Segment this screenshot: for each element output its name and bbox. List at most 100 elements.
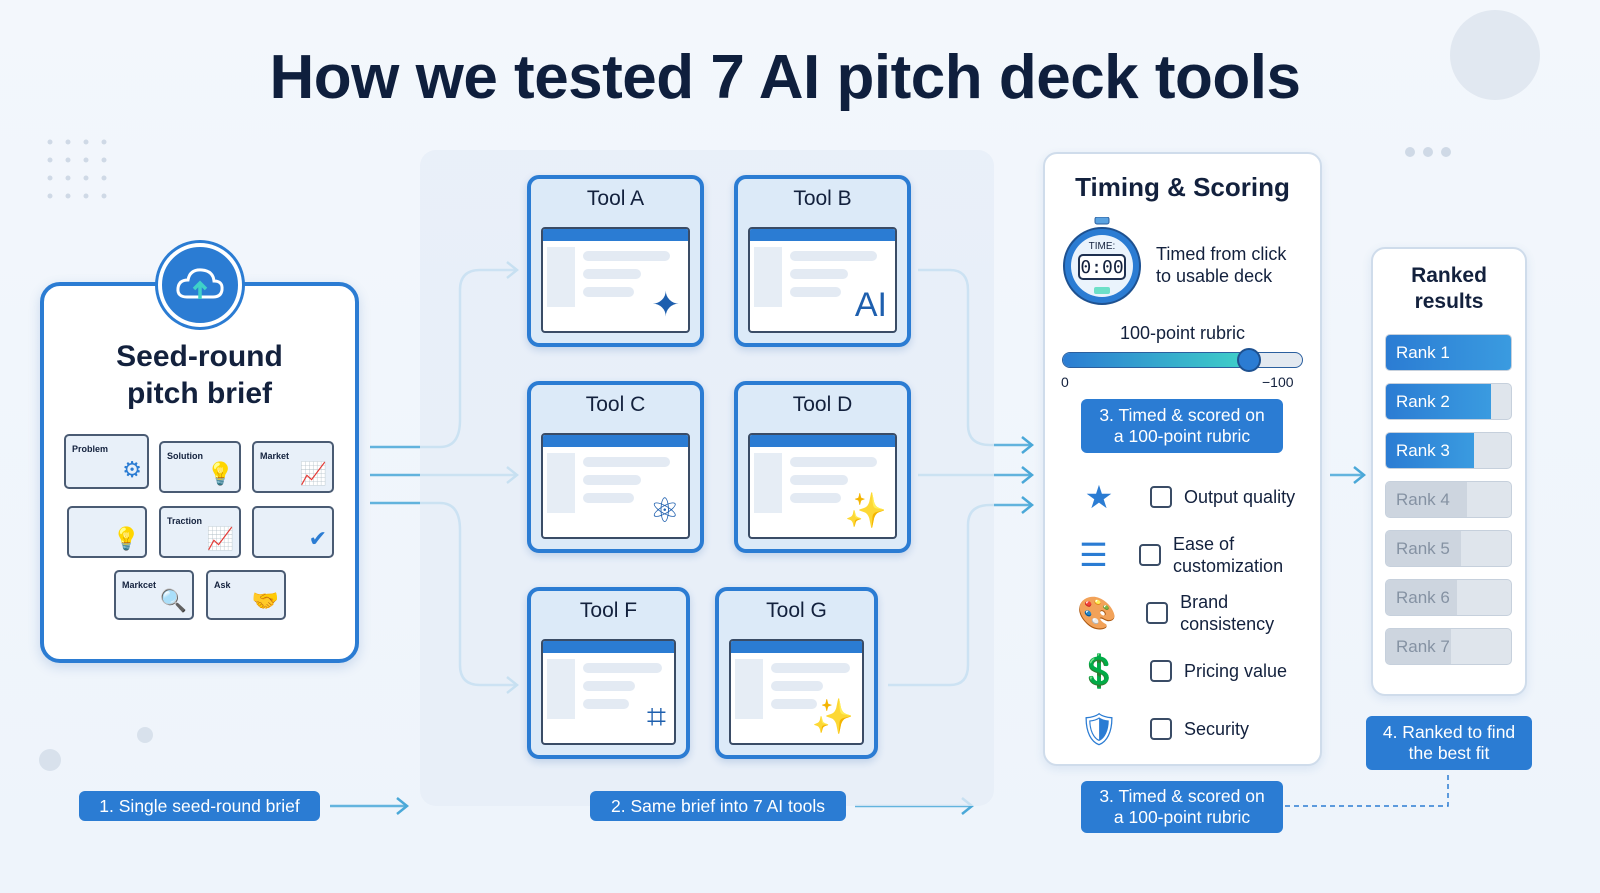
slide-icon: ✔ <box>308 526 327 551</box>
ranked-title-line: Ranked <box>1411 264 1487 287</box>
magic-wand-icon: ✨ <box>844 492 887 530</box>
brief-title: Seed-round pitch brief <box>40 338 359 412</box>
tool-card[interactable]: Tool C ⚛ <box>527 381 704 553</box>
content-line <box>790 475 848 485</box>
content-line <box>583 681 636 691</box>
tool-card[interactable]: Tool F ⌗ <box>527 587 690 759</box>
brief-title-line: Seed-round <box>116 340 283 373</box>
content-line <box>583 493 634 503</box>
tool-name: Tool A <box>586 187 645 210</box>
step-2-label: 2. Same brief into 7 AI tools <box>590 791 846 821</box>
rank-label: Rank 7 <box>1396 636 1450 656</box>
criterion-checkbox[interactable] <box>1139 544 1162 566</box>
rubric-slider-handle[interactable] <box>1237 348 1262 372</box>
tool-card[interactable]: Tool G ✨ <box>715 587 878 759</box>
criterion-row: ★ Output quality <box>1068 472 1318 522</box>
stopwatch-icon: TIME: 0:00 <box>1061 216 1143 307</box>
content-line <box>771 699 817 709</box>
rank-bar: Rank 4 <box>1385 481 1512 518</box>
window-titlebar <box>750 229 895 241</box>
rubric-slider-fill <box>1063 353 1250 367</box>
content-line <box>583 663 662 673</box>
window-sidebar <box>547 659 575 719</box>
rank-bar-fill: Rank 2 <box>1386 384 1491 419</box>
step-text: a 100-point rubric <box>1113 426 1251 446</box>
rank-label: Rank 5 <box>1396 538 1450 558</box>
tool-card[interactable]: Tool B AI <box>734 175 911 347</box>
circuit-chip-icon: ⌗ <box>646 698 666 736</box>
tool-name: Tool G <box>766 599 827 622</box>
rank-bar: Rank 2 <box>1385 383 1512 420</box>
tool-window-mockup: ⚛ <box>541 433 690 539</box>
tool-window-mockup: ✦ <box>541 227 690 333</box>
tool-window-mockup: ✨ <box>729 639 864 745</box>
tool-name: Tool D <box>792 393 853 416</box>
tool-name: Tool C <box>585 393 646 416</box>
criterion-label: Brand consistency <box>1180 592 1275 634</box>
content-line <box>583 287 634 297</box>
slide-icon: 📈 <box>206 526 234 551</box>
brief-slide: 💡 <box>67 506 147 558</box>
tool-window-mockup: AI <box>748 227 897 333</box>
rank-bar-fill: Rank 1 <box>1386 335 1511 370</box>
step-text: 3. Timed & scored on <box>1099 786 1265 806</box>
rank-label: Rank 1 <box>1396 342 1450 362</box>
shield-lock-icon: 🛡 <box>1078 711 1120 747</box>
criterion-checkbox[interactable] <box>1146 602 1169 624</box>
window-sidebar <box>547 247 575 307</box>
criterion-label: Output quality <box>1184 487 1296 507</box>
content-line <box>583 457 670 467</box>
timed-text: Timed from click <box>1156 244 1287 264</box>
content-line <box>790 287 841 297</box>
rank-label: Rank 6 <box>1396 587 1450 607</box>
timed-description: Timed from click to usable deck <box>1156 243 1286 287</box>
step-4-label: 4. Ranked to find the best fit <box>1366 716 1532 770</box>
slide-icon: 🤝 <box>251 588 279 613</box>
stopwatch-label: TIME: <box>1088 241 1116 252</box>
brief-title-line: pitch brief <box>126 377 272 410</box>
rank-bar: Rank 3 <box>1385 432 1512 469</box>
slide-label: Ask <box>214 580 231 590</box>
slide-label: Market <box>260 451 290 461</box>
slide-label: Solution <box>167 451 203 461</box>
rank-bar: Rank 1 <box>1385 334 1512 371</box>
rank-bar: Rank 5 <box>1385 530 1512 567</box>
brief-slide: Solution 💡 <box>159 441 241 493</box>
content-line <box>771 681 824 691</box>
rank-label: Rank 3 <box>1396 440 1450 460</box>
page-title: How we tested 7 AI pitch deck tools <box>269 43 1301 112</box>
palette-icon: 🎨 <box>1077 595 1117 631</box>
criterion-checkbox[interactable] <box>1150 718 1172 740</box>
rubric-label: 100-point rubric <box>1119 323 1246 343</box>
window-titlebar <box>543 641 674 653</box>
slide-label: Problem <box>72 444 109 454</box>
dot-grid-decoration <box>39 10 1540 771</box>
timing-title: Timing & Scoring <box>1075 172 1290 202</box>
rank-bar: Rank 6 <box>1385 579 1512 616</box>
rank-bar: Rank 7 <box>1385 628 1512 665</box>
content-line <box>583 475 641 485</box>
rubric-slider[interactable] <box>1062 348 1303 372</box>
criterion-checkbox[interactable] <box>1150 486 1172 508</box>
criterion-checkbox[interactable] <box>1150 660 1172 682</box>
tool-card[interactable]: Tool D ✨ <box>734 381 911 553</box>
content-line <box>583 269 641 279</box>
step-3-label: 3. Timed & scored on a 100-point rubric <box>1081 781 1283 833</box>
step-text: 4. Ranked to find <box>1382 722 1516 742</box>
timed-text: to usable deck <box>1156 266 1273 286</box>
tool-card[interactable]: Tool A ✦ <box>527 175 704 347</box>
tool-window-mockup: ⌗ <box>541 639 676 745</box>
window-titlebar <box>750 435 895 447</box>
content-line <box>790 251 877 261</box>
slide-label: Traction <box>167 516 203 526</box>
window-titlebar <box>543 435 688 447</box>
rank-bar-fill: Rank 3 <box>1386 433 1474 468</box>
slide-label: Markcet <box>122 580 157 590</box>
ranked-title: Ranked results <box>1371 263 1527 315</box>
ranked-results-card <box>1371 247 1527 696</box>
ranked-title-line: results <box>1414 290 1484 313</box>
brief-slide: Traction 📈 <box>159 506 241 558</box>
cloud-upload-icon <box>158 243 242 327</box>
sliders-icon: ☰ <box>1079 537 1108 573</box>
criterion-row: 💲 Pricing value <box>1068 646 1318 696</box>
